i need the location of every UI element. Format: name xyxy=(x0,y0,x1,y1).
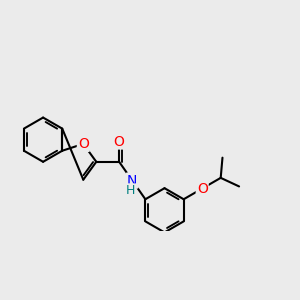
Text: O: O xyxy=(78,137,89,151)
Text: O: O xyxy=(197,182,208,196)
Text: N: N xyxy=(127,173,137,188)
Text: H: H xyxy=(126,184,136,197)
Text: O: O xyxy=(114,134,124,148)
